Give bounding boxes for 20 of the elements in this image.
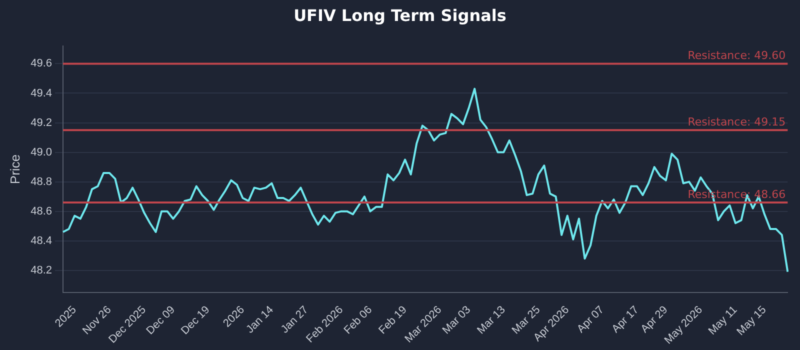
x-tick-label: Jan 14 [244, 304, 276, 336]
y-tick-label: 49.6 [30, 58, 52, 70]
ref-line-label: Resistance: 49.60 [688, 49, 786, 62]
x-tick-label: Dec 19 [179, 304, 212, 338]
y-axis-title: Price [7, 154, 22, 184]
x-tick-label: Apr 07 [575, 304, 606, 336]
x-tick-label: Mar 13 [475, 304, 508, 337]
y-tick-label: 48.8 [30, 176, 52, 188]
chart-title: UFIV Long Term Signals [292, 5, 508, 27]
ref-line-label: Resistance: 49.15 [688, 115, 786, 128]
y-tick-label: 49.2 [30, 116, 52, 129]
x-tick-label: Apr 17 [610, 304, 642, 336]
x-tick-label: Feb 06 [342, 304, 375, 337]
y-tick-label: 48.4 [30, 234, 52, 247]
y-tick-label: 48.2 [30, 264, 52, 276]
x-tick-label: Mar 03 [440, 304, 474, 337]
x-tick-label: Dec 09 [144, 304, 178, 338]
y-tick-label: 49.4 [30, 87, 52, 100]
y-tick-label: 49.0 [30, 146, 52, 158]
y-tick-label: 48.6 [30, 205, 52, 218]
